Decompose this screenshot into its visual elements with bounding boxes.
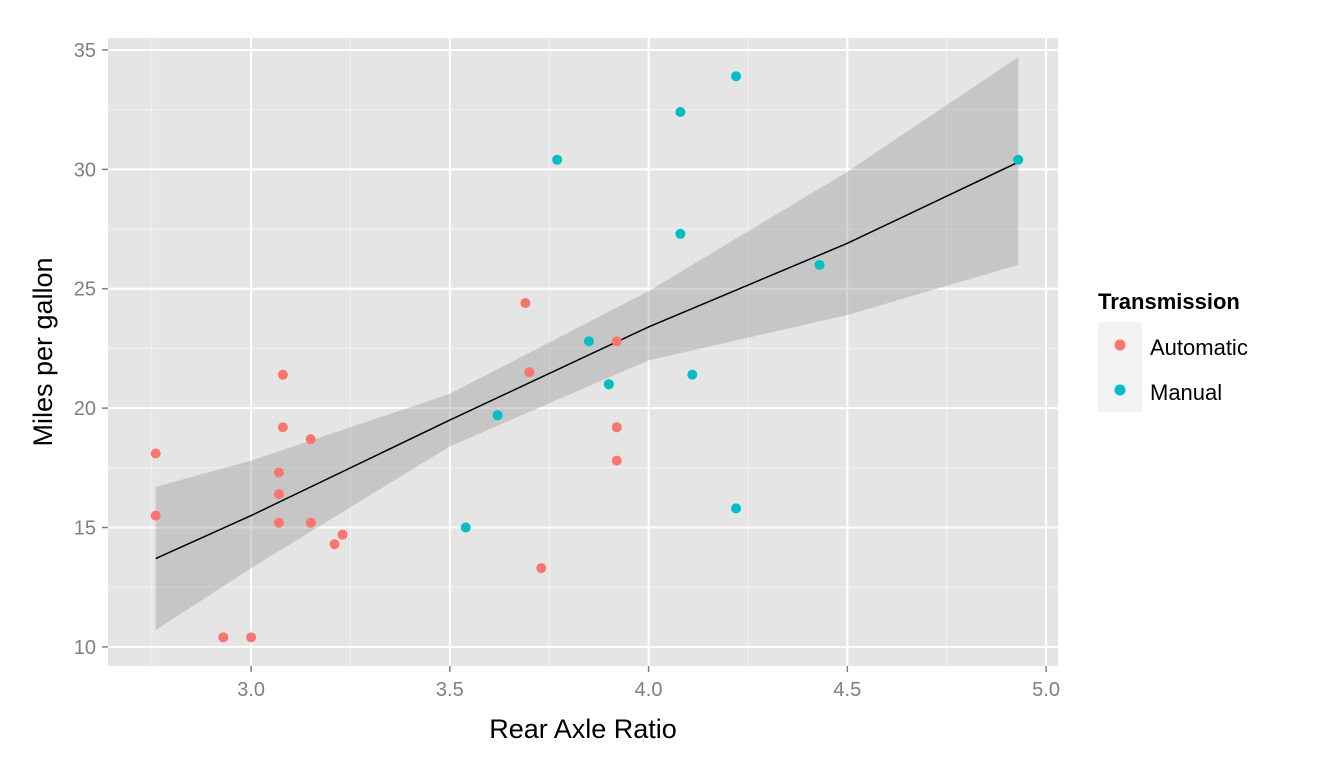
legend-swatch-manual [1114, 384, 1126, 396]
regression-line-path [155, 161, 1019, 560]
y-axis-title: Miles per gallon [28, 257, 58, 446]
point-manual [675, 228, 686, 239]
data-points [150, 71, 1024, 643]
point-automatic [246, 632, 257, 643]
regression-line [155, 161, 1019, 560]
x-tick-label: 5.0 [1032, 679, 1060, 701]
legend-label-manual: Manual [1150, 380, 1222, 405]
point-manual [687, 369, 698, 380]
y-tick-label: 15 [74, 518, 96, 540]
y-axis-ticks: 10 15 20 25 30 35 [74, 40, 108, 659]
point-automatic [273, 517, 284, 528]
y-tick-label: 25 [74, 279, 96, 301]
point-automatic [218, 632, 229, 643]
legend: Transmission Automatic Manual [1098, 289, 1248, 412]
point-automatic [273, 489, 284, 500]
y-tick-label: 30 [74, 159, 96, 181]
y-tick-label: 35 [74, 40, 96, 62]
legend-swatch-automatic [1114, 339, 1126, 351]
point-manual [1013, 154, 1024, 165]
point-manual [731, 503, 742, 514]
point-automatic [536, 563, 547, 574]
point-manual [675, 107, 686, 118]
x-axis-title: Rear Axle Ratio [489, 714, 677, 744]
point-automatic [337, 529, 348, 540]
point-automatic [150, 510, 161, 521]
point-manual [731, 71, 742, 82]
point-manual [460, 522, 471, 533]
x-tick-label: 4.0 [635, 679, 663, 701]
y-tick-label: 20 [74, 398, 96, 420]
x-axis-ticks: 3.0 3.5 4.0 4.5 5.0 [237, 666, 1060, 701]
legend-title: Transmission [1098, 289, 1240, 314]
x-tick-label: 3.0 [237, 679, 265, 701]
point-automatic [305, 517, 316, 528]
y-tick-label: 10 [74, 637, 96, 659]
point-automatic [277, 369, 288, 380]
point-manual [583, 336, 594, 347]
plot-panel [108, 38, 1058, 666]
x-tick-label: 4.5 [833, 679, 861, 701]
point-automatic [305, 434, 316, 445]
legend-label-automatic: Automatic [1150, 335, 1248, 360]
point-automatic [524, 367, 535, 378]
point-manual [603, 379, 614, 390]
point-automatic [329, 539, 340, 550]
point-manual [814, 259, 825, 270]
point-manual [492, 410, 503, 421]
x-tick-label: 3.5 [436, 679, 464, 701]
point-automatic [277, 422, 288, 433]
minor-grid [108, 38, 1058, 666]
point-automatic [150, 448, 161, 459]
point-automatic [611, 422, 622, 433]
point-manual [552, 154, 563, 165]
point-automatic [611, 455, 622, 466]
major-grid [108, 38, 1058, 666]
point-automatic [273, 467, 284, 478]
point-automatic [520, 298, 531, 309]
point-automatic [611, 336, 622, 347]
